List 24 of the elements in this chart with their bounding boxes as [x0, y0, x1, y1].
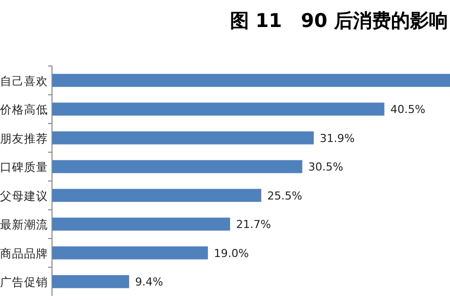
- bar: [52, 188, 262, 202]
- data-label: 40.5%: [390, 103, 426, 116]
- data-label: 21.7%: [236, 218, 272, 232]
- y-tick-label: 朋友推荐: [0, 131, 48, 146]
- y-tick-label: 商品品牌: [0, 246, 48, 260]
- bar: [52, 218, 230, 231]
- bar: [52, 246, 208, 260]
- data-label: 30.5%: [308, 160, 344, 174]
- bar: [52, 131, 314, 144]
- data-label: 9.4%: [135, 276, 164, 289]
- bar: [52, 160, 302, 174]
- y-tick-label: 价格高低: [0, 102, 48, 117]
- y-tick-label: 口碑质量: [0, 160, 48, 174]
- y-tick-label: 父母建议: [0, 188, 48, 203]
- y-tick-label: 自己喜欢: [0, 74, 48, 88]
- y-tick-label: 最新潮流: [0, 218, 48, 232]
- data-label: 31.9%: [320, 132, 355, 145]
- data-label: 25.5%: [267, 189, 302, 202]
- bar: [52, 102, 384, 116]
- data-label: 19.0%: [214, 246, 249, 260]
- bar: [52, 74, 450, 87]
- bar: [52, 275, 130, 288]
- chart-title: 图 11 90 后消费的影响: [230, 10, 448, 32]
- y-tick-label: 广告促销: [0, 275, 48, 290]
